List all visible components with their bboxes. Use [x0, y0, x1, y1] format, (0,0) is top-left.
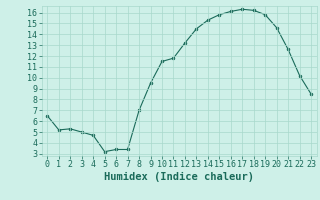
X-axis label: Humidex (Indice chaleur): Humidex (Indice chaleur) — [104, 172, 254, 182]
